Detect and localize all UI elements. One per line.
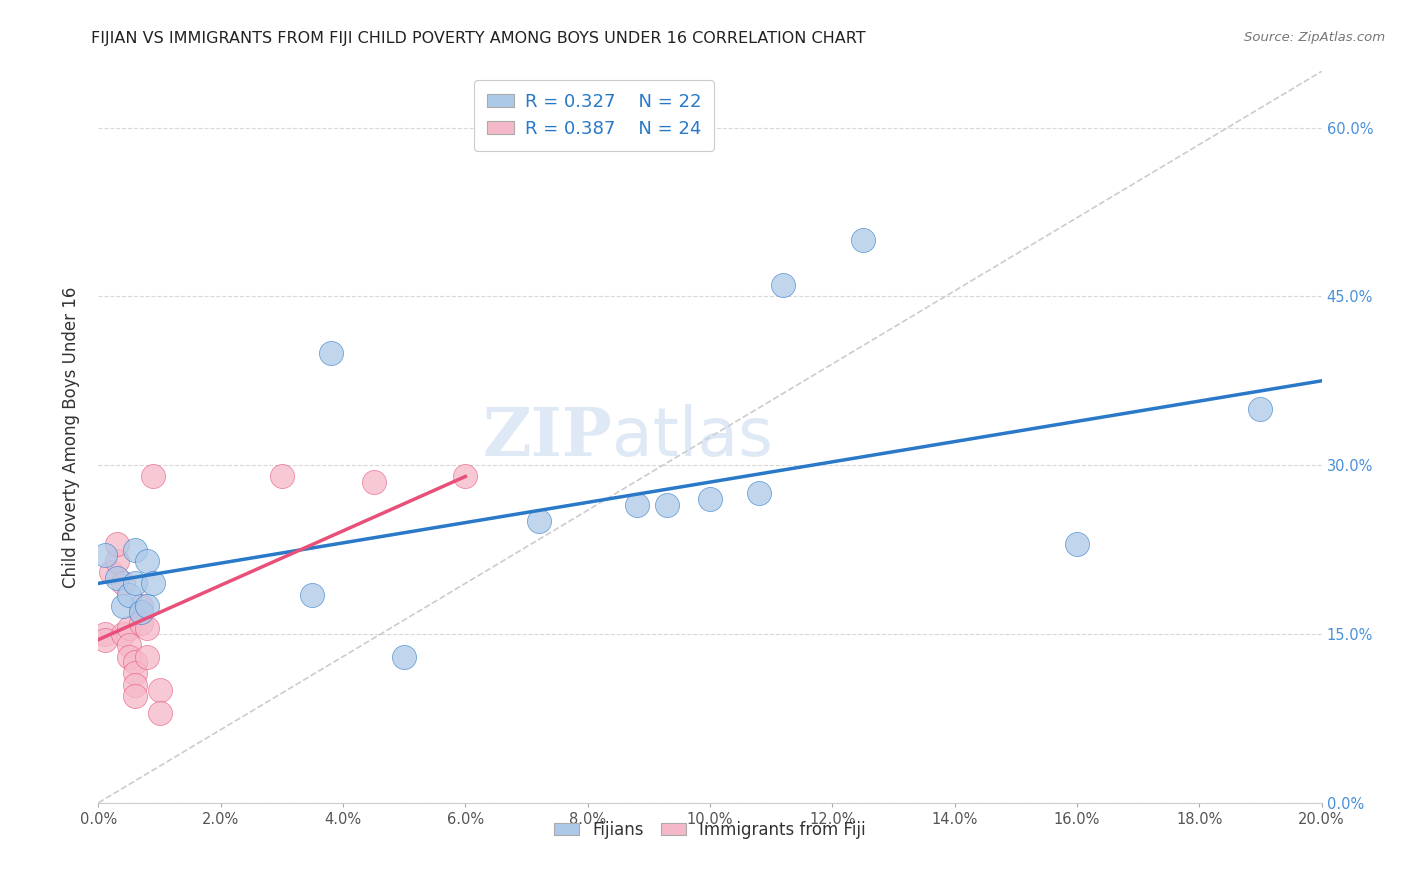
Point (626, 498, 648, 512)
Point (527, 515, 550, 529)
Point (270, 469, 292, 483)
Point (124, 666, 146, 681)
Point (118, 588, 141, 602)
Point (105, 571, 128, 585)
Point (699, 491, 721, 506)
Point (129, 599, 152, 613)
Point (129, 615, 152, 630)
Point (111, 576, 134, 591)
Point (392, 649, 416, 664)
Point (93, 632, 115, 647)
Legend: Fijians, Immigrants from Fiji: Fijians, Immigrants from Fiji (547, 814, 873, 846)
Point (124, 655, 146, 669)
Point (136, 649, 159, 664)
Point (657, 498, 679, 512)
Point (136, 621, 159, 635)
Text: FIJIAN VS IMMIGRANTS FROM FIJI CHILD POVERTY AMONG BOYS UNDER 16 CORRELATION CHA: FIJIAN VS IMMIGRANTS FROM FIJI CHILD POV… (91, 31, 866, 46)
Point (772, 278, 794, 293)
Point (124, 678, 146, 692)
Point (363, 475, 385, 489)
Point (124, 689, 146, 703)
Point (105, 554, 128, 568)
Point (1249, 401, 1271, 416)
Point (129, 605, 152, 619)
Point (136, 599, 159, 613)
Point (149, 706, 172, 720)
Point (124, 542, 146, 557)
Y-axis label: Child Poverty Among Boys Under 16: Child Poverty Among Boys Under 16 (62, 286, 80, 588)
Point (105, 537, 128, 551)
Point (118, 621, 141, 635)
Point (111, 599, 134, 613)
Point (93, 548, 115, 562)
Point (124, 576, 146, 591)
Point (136, 554, 159, 568)
Point (1066, 537, 1088, 551)
Point (111, 627, 134, 641)
Point (118, 638, 141, 652)
Point (93, 627, 115, 641)
Text: Source: ZipAtlas.com: Source: ZipAtlas.com (1244, 31, 1385, 45)
Point (142, 576, 165, 591)
Point (852, 233, 875, 247)
Text: ZIP: ZIP (482, 405, 612, 469)
Point (748, 486, 770, 500)
Point (142, 469, 165, 483)
Point (149, 683, 172, 698)
Point (118, 649, 141, 664)
Text: atlas: atlas (612, 404, 773, 470)
Point (454, 469, 477, 483)
Point (319, 345, 342, 359)
Point (100, 565, 122, 579)
Point (301, 588, 323, 602)
